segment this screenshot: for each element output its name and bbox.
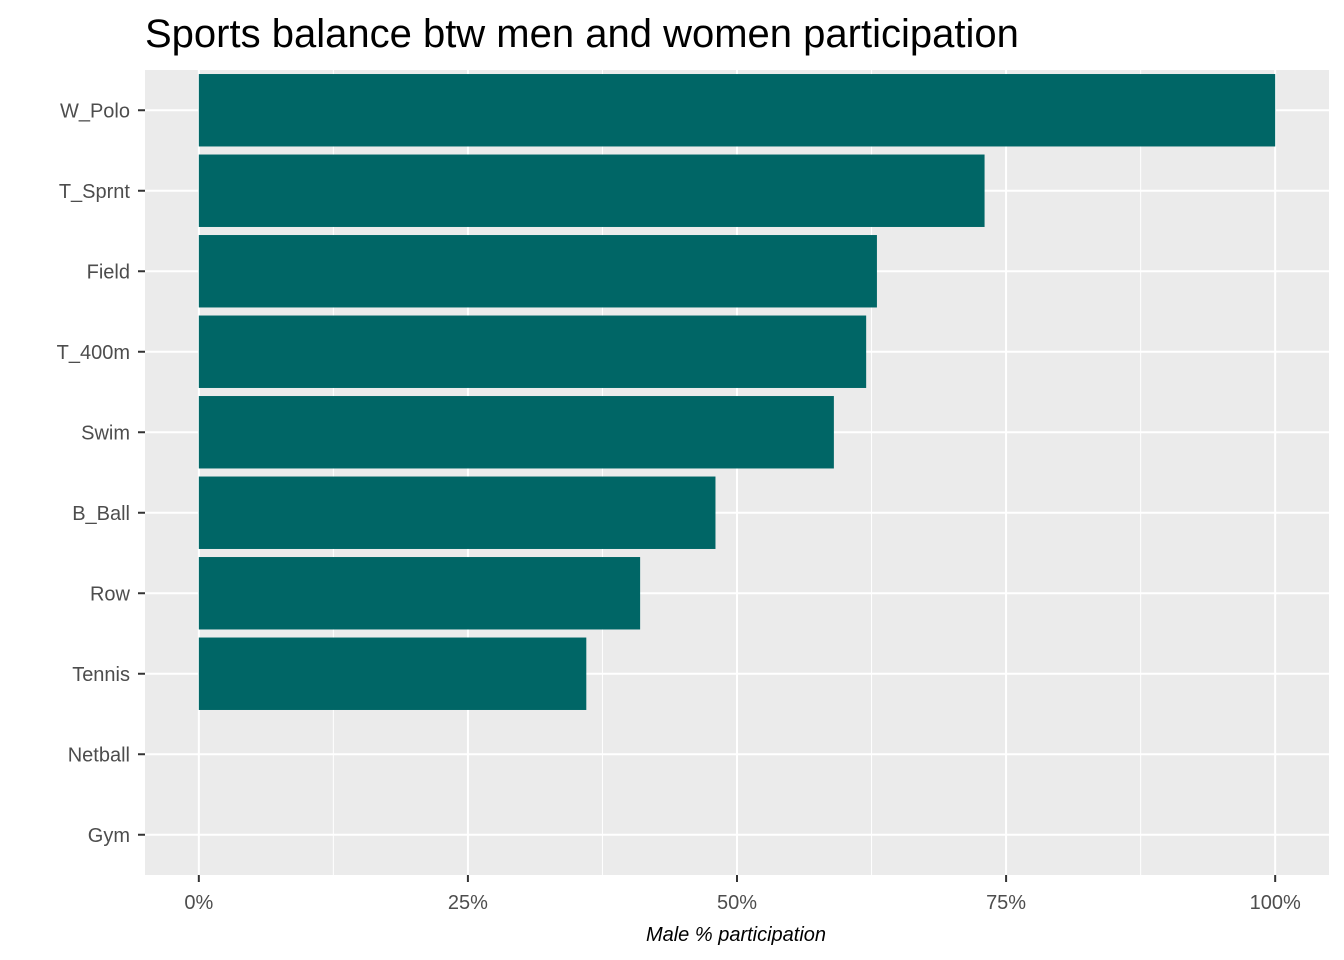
y-tick-label: Row bbox=[90, 583, 131, 605]
y-tick-label: T_400m bbox=[57, 342, 130, 364]
y-tick-label: B_Ball bbox=[72, 503, 130, 525]
y-tick-label: W_Polo bbox=[60, 100, 130, 122]
x-tick-label: 100% bbox=[1250, 892, 1301, 914]
y-tick-label: Tennis bbox=[72, 664, 130, 686]
bar-b-ball bbox=[198, 476, 716, 549]
bar-swim bbox=[198, 396, 834, 469]
x-tick-label: 0% bbox=[184, 892, 213, 914]
bars bbox=[198, 74, 1276, 710]
x-tick-label: 50% bbox=[717, 892, 757, 914]
bar-tennis bbox=[198, 637, 587, 710]
x-axis: 0% 25% 50% 75% 100% bbox=[184, 875, 1301, 914]
y-tick-label: Gym bbox=[88, 825, 130, 847]
chart-title: Sports balance btw men and women partici… bbox=[145, 12, 1019, 56]
y-tick-label: T_Sprnt bbox=[59, 181, 131, 203]
bar-row bbox=[198, 557, 641, 630]
x-tick-label: 75% bbox=[986, 892, 1026, 914]
x-tick-label: 25% bbox=[448, 892, 488, 914]
y-axis: W_Polo T_Sprnt Field T_400m Swim B_Ball Row Ten… bbox=[57, 100, 145, 847]
y-tick-label: Field bbox=[87, 261, 130, 283]
y-tick-label: Swim bbox=[81, 422, 130, 444]
bar-w-polo bbox=[198, 74, 1276, 147]
bar-t-400m bbox=[198, 315, 867, 388]
x-axis-title: Male % participation bbox=[646, 924, 826, 946]
bar-t-sprnt bbox=[198, 154, 985, 227]
y-tick-label: Netball bbox=[68, 744, 130, 766]
bar-field bbox=[198, 235, 877, 308]
